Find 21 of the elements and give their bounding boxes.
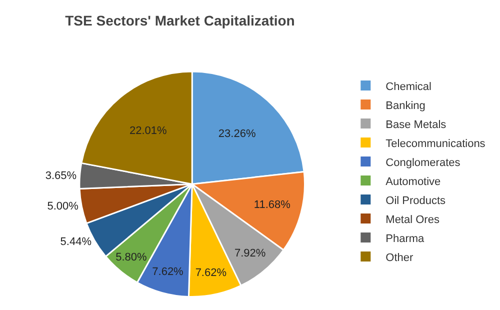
legend-label: Conglomerates	[386, 156, 461, 169]
data-label: 5.00%	[47, 200, 79, 213]
legend-label: Telecommunications	[386, 138, 486, 150]
data-label: 3.65%	[45, 170, 77, 182]
data-label: 7.92%	[234, 247, 266, 260]
legend-label: Automotive	[386, 176, 441, 188]
legend-label: Base Metals	[386, 118, 447, 131]
data-label: 23.26%	[218, 128, 256, 140]
legend-label: Chemical	[386, 80, 432, 93]
data-label: 11.68%	[254, 199, 291, 212]
data-label: 5.80%	[116, 252, 148, 264]
legend-label: Pharma	[386, 232, 426, 245]
data-label: 5.44%	[60, 236, 92, 248]
legend-label: Oil Products	[386, 194, 446, 207]
legend-label: Other	[386, 252, 414, 264]
data-label: 22.01%	[129, 125, 167, 138]
legend-label: Metal Ores	[386, 214, 440, 226]
chart-title: TSE Sectors' Market Capitalization	[65, 12, 295, 28]
data-label: 7.62%	[195, 267, 227, 280]
legend-label: Banking	[386, 100, 426, 112]
data-label: 7.62%	[152, 266, 184, 278]
